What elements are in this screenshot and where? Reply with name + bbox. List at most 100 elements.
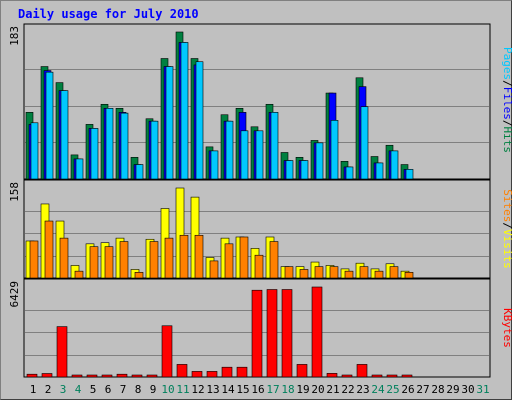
sites-bar — [59, 237, 69, 279]
x-tick-label: 8 — [135, 383, 142, 396]
x-tick-label: 15 — [236, 383, 249, 396]
sites-bar — [119, 241, 129, 279]
sites-bar — [314, 266, 324, 279]
kbytes-bar — [356, 364, 368, 378]
sites-bar — [224, 243, 234, 279]
sites-bar — [254, 254, 264, 279]
x-tick-label: 14 — [221, 383, 235, 396]
pages-bar — [105, 108, 114, 180]
sites-bar — [209, 260, 219, 279]
sites-bar — [374, 270, 384, 279]
pages-bar — [165, 66, 174, 180]
x-tick-label: 27 — [416, 383, 429, 396]
kbytes-bar — [341, 374, 353, 378]
sites-bar — [134, 272, 144, 279]
sites-bar — [299, 269, 309, 279]
x-tick-label: 13 — [206, 383, 219, 396]
kbytes-bar — [236, 366, 248, 378]
kbytes-bar — [86, 374, 98, 378]
kbytes-bar — [311, 286, 323, 378]
kbytes-bar — [401, 374, 413, 378]
sites-bar — [194, 234, 204, 279]
sites-bar — [284, 266, 294, 279]
x-tick-label: 20 — [311, 383, 324, 396]
sites-bar — [359, 266, 369, 279]
kbytes-bar — [26, 373, 38, 378]
pages-bar — [360, 106, 369, 180]
kbytes-bar — [386, 374, 398, 378]
x-tick-label: 17 — [266, 383, 279, 396]
legend-entry-hits: Hits — [501, 127, 512, 154]
x-tick-label: 22 — [341, 383, 354, 396]
x-tick-label: 29 — [446, 383, 459, 396]
kbytes-bar — [296, 364, 308, 378]
pages-bar — [285, 160, 294, 180]
sites-bar — [329, 266, 339, 279]
legend-2: Sites/Visits — [501, 189, 512, 269]
kbytes-bar — [131, 374, 143, 378]
kbytes-bar — [56, 326, 68, 378]
kbytes-bar — [191, 371, 203, 378]
kbytes-bar — [206, 371, 218, 378]
x-tick-label: 18 — [281, 383, 294, 396]
pages-bar — [345, 166, 354, 180]
pages-bar — [375, 162, 384, 180]
sites-bar — [269, 241, 279, 279]
y-max-label: 6429 — [8, 281, 21, 308]
sites-bar — [239, 236, 249, 279]
kbytes-bar — [146, 374, 158, 378]
sites-bar — [179, 234, 189, 279]
x-tick-label: 2 — [45, 383, 52, 396]
sites-bar — [344, 270, 354, 279]
pages-bar — [30, 122, 39, 180]
x-tick-label: 1 — [30, 383, 37, 396]
legend-separator: / — [501, 222, 512, 229]
x-tick-label: 30 — [461, 383, 474, 396]
x-tick-label: 25 — [386, 383, 399, 396]
sites-bar — [29, 240, 39, 279]
kbytes-bar — [116, 373, 128, 378]
y-max-label: 183 — [8, 26, 21, 46]
pages-bar — [210, 150, 219, 180]
sites-bar — [89, 246, 99, 279]
x-tick-label: 12 — [191, 383, 204, 396]
kbytes-bar — [221, 366, 233, 378]
sites-bar — [74, 270, 84, 279]
kbytes-bar — [371, 374, 383, 378]
pages-bar — [300, 160, 309, 180]
pages-bar — [240, 130, 249, 180]
pages-bar — [270, 112, 279, 180]
sites-bar — [104, 246, 114, 279]
legend-1: Pages/Files/Hits — [501, 47, 512, 153]
legend-separator: / — [501, 120, 512, 127]
legend-entry-files: Files — [501, 87, 512, 120]
pages-bar — [195, 61, 204, 180]
legend-3: KBytes — [501, 308, 512, 348]
sites-bar — [164, 237, 174, 279]
kbytes-bar — [176, 364, 188, 378]
kbytes-bar — [326, 373, 338, 378]
pages-bar — [135, 164, 144, 180]
x-tick-label: 24 — [371, 383, 385, 396]
pages-bar — [405, 169, 414, 180]
y-max-label: 158 — [8, 182, 21, 202]
sites-bar — [404, 272, 414, 279]
kbytes-bar — [266, 289, 278, 378]
x-tick-label: 31 — [476, 383, 489, 396]
chart-title: Daily usage for July 2010 — [18, 7, 199, 21]
sites-bar — [44, 220, 54, 279]
kbytes-bar — [71, 374, 83, 378]
x-tick-label: 4 — [75, 383, 82, 396]
x-tick-label: 28 — [431, 383, 444, 396]
pages-bar — [45, 71, 54, 180]
legend-entry-visits: Visits — [501, 229, 512, 269]
sites-bar — [389, 266, 399, 279]
pages-bar — [90, 128, 99, 180]
pages-bar — [315, 142, 324, 180]
legend-separator: / — [501, 80, 512, 87]
x-tick-label: 9 — [150, 383, 157, 396]
pages-bar — [180, 42, 189, 180]
legend-entry-kbytes: KBytes — [501, 308, 512, 348]
kbytes-bar — [41, 373, 53, 378]
